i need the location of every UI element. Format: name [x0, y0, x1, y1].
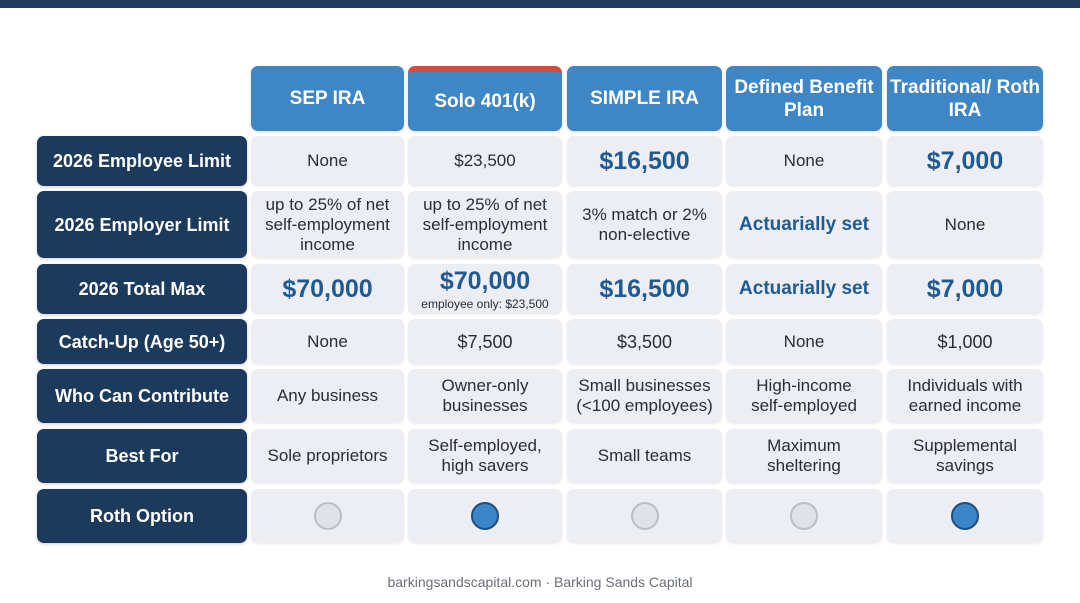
cell-simple-roth [567, 489, 722, 543]
solo-total-max-note: employee only: $23,500 [421, 297, 549, 311]
cell-simple-who: Small businesses (<100 employees) [567, 369, 722, 423]
roth-indicator-sep-icon [313, 502, 342, 530]
cell-simple-catch-up: $3,500 [567, 319, 722, 364]
cell-sep-best-for: Sole proprietors [251, 429, 404, 483]
cell-db-employer-limit: Actuarially set [726, 191, 882, 258]
cell-db-employee-limit: None [726, 136, 882, 186]
column-header-defined-benefit: Defined Benefit Plan [726, 66, 882, 131]
cell-ira-best-for: Supplemental savings [887, 429, 1043, 483]
cell-db-total-max: Actuarially set [726, 264, 882, 314]
cell-db-best-for: Maximum sheltering [726, 429, 882, 483]
cell-simple-employer-limit: 3% match or 2% non-elective [567, 191, 722, 258]
column-header-solo-401k: Solo 401(k) [408, 66, 562, 131]
row-header-roth-option: Roth Option [37, 489, 247, 543]
column-header-traditional-roth-ira: Traditional/ Roth IRA [887, 66, 1043, 131]
roth-indicator-db-icon [790, 502, 818, 530]
cell-ira-roth [887, 489, 1043, 543]
cell-db-roth [726, 489, 882, 543]
row-header-catch-up: Catch-Up (Age 50+) [37, 319, 247, 364]
cell-solo-employee-limit: $23,500 [408, 136, 562, 186]
roth-indicator-ira-icon [951, 502, 979, 530]
cell-sep-employer-limit: up to 25% of net self-employment income [251, 191, 404, 258]
cell-simple-total-max: $16,500 [567, 264, 722, 314]
cell-ira-employer-limit: None [887, 191, 1043, 258]
cell-simple-employee-limit: $16,500 [567, 136, 722, 186]
cell-solo-catch-up: $7,500 [408, 319, 562, 364]
roth-indicator-solo-icon [471, 502, 499, 530]
row-header-employer-limit: 2026 Employer Limit [37, 191, 247, 258]
cell-sep-total-max: $70,000 [251, 264, 404, 314]
cell-sep-roth [251, 489, 404, 543]
column-header-sep-ira: SEP IRA [251, 66, 404, 131]
cell-ira-total-max: $7,000 [887, 264, 1043, 314]
footer-source: barkingsandscapital.com · Barking Sands … [387, 574, 693, 590]
cell-sep-who: Any business [251, 369, 404, 423]
cell-sep-catch-up: None [251, 319, 404, 364]
solo-total-max-value: $70,000 [439, 267, 531, 295]
row-header-total-max: 2026 Total Max [37, 264, 247, 314]
cell-db-who: High-income self-employed [726, 369, 882, 423]
column-header-simple-ira: SIMPLE IRA [567, 66, 722, 131]
cell-ira-catch-up: $1,000 [887, 319, 1043, 364]
cell-db-catch-up: None [726, 319, 882, 364]
cell-solo-employer-limit: up to 25% of net self-employment income [408, 191, 562, 258]
row-header-best-for: Best For [37, 429, 247, 483]
cell-solo-best-for: Self-employed, high savers [408, 429, 562, 483]
cell-ira-who: Individuals with earned income [887, 369, 1043, 423]
top-accent-bar [0, 0, 1080, 8]
cell-solo-total-max: $70,000 employee only: $23,500 [408, 264, 562, 314]
cell-solo-roth [408, 489, 562, 543]
cell-solo-who: Owner-only businesses [408, 369, 562, 423]
row-header-who-can-contribute: Who Can Contribute [37, 369, 247, 423]
roth-indicator-simple-icon [630, 502, 659, 530]
row-header-employee-limit: 2026 Employee Limit [37, 136, 247, 186]
cell-ira-employee-limit: $7,000 [887, 136, 1043, 186]
cell-sep-employee-limit: None [251, 136, 404, 186]
cell-simple-best-for: Small teams [567, 429, 722, 483]
